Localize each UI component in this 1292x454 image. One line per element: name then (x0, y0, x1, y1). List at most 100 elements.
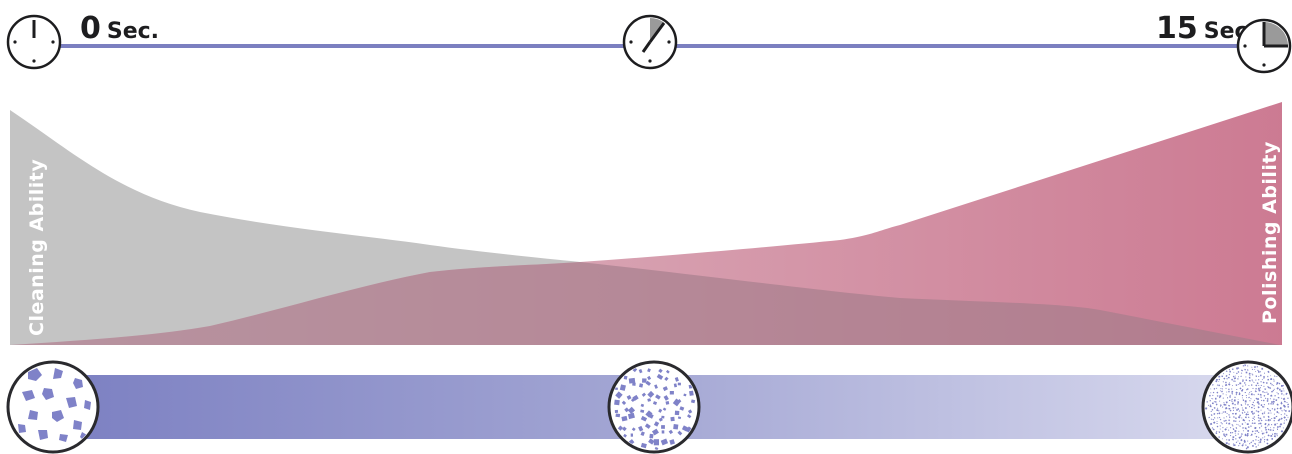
particle (614, 399, 620, 406)
particle (1231, 424, 1234, 426)
particle (1269, 398, 1271, 400)
particle (1222, 411, 1225, 413)
particle (1225, 422, 1228, 424)
particle (1263, 385, 1265, 387)
particle (1283, 405, 1287, 408)
particle (1269, 409, 1271, 412)
particle (1226, 391, 1228, 393)
particle (1278, 418, 1281, 421)
particle (1259, 438, 1262, 441)
particle (1264, 391, 1266, 394)
particle (1247, 411, 1249, 413)
particle (1234, 434, 1237, 437)
particle (1211, 408, 1214, 411)
particle (1263, 372, 1265, 374)
particle (690, 399, 696, 404)
particle (1240, 375, 1242, 378)
particle (1245, 396, 1248, 399)
particle (1231, 431, 1234, 434)
particle (1256, 429, 1259, 432)
particle (1273, 380, 1275, 382)
particle (1229, 416, 1231, 419)
particle (621, 400, 627, 406)
particle (638, 425, 644, 432)
particle (653, 421, 660, 427)
particle (1272, 400, 1275, 403)
particle (1251, 374, 1254, 376)
particle (1208, 416, 1210, 419)
particle (1216, 425, 1219, 428)
particle (1262, 381, 1265, 384)
particle (658, 368, 663, 374)
particle (1257, 369, 1259, 372)
particle (658, 417, 663, 422)
particle (1232, 428, 1235, 431)
particle (1222, 393, 1224, 395)
particle (1278, 425, 1282, 428)
particle (1239, 387, 1242, 390)
particle (1226, 416, 1228, 418)
particle (1213, 401, 1216, 403)
particle (1228, 388, 1230, 391)
particle (1247, 403, 1249, 406)
particle (1279, 423, 1283, 426)
particle (647, 398, 651, 402)
particle (1216, 384, 1219, 386)
particle (1273, 375, 1276, 377)
particle (1261, 405, 1265, 408)
particle (1275, 415, 1278, 418)
particle (1220, 387, 1222, 390)
particle (1248, 393, 1250, 395)
particle (1227, 376, 1230, 379)
particle (1246, 434, 1249, 437)
particle (654, 384, 658, 389)
particle (1254, 442, 1257, 445)
particle (1213, 417, 1216, 419)
coarse-particles-icon (6, 360, 100, 454)
particle (1205, 407, 1208, 410)
particle (1247, 365, 1249, 367)
particle (1247, 429, 1250, 432)
particle (1216, 387, 1218, 389)
particle (1267, 434, 1270, 437)
particle (622, 426, 627, 432)
particle (665, 369, 670, 374)
particle (1215, 380, 1218, 383)
particle (645, 380, 651, 386)
particle (1231, 398, 1233, 401)
particle (1231, 402, 1234, 405)
particle (1255, 435, 1258, 438)
particle (1222, 373, 1225, 375)
particle (1270, 394, 1273, 397)
particle (1284, 413, 1286, 415)
particle (1216, 422, 1218, 424)
particle (1224, 407, 1228, 410)
particle (1221, 390, 1223, 393)
polishing-ability-area (10, 102, 1282, 345)
particle (1248, 376, 1251, 379)
particle (1252, 444, 1254, 447)
cleaning-ability-area (10, 110, 580, 262)
particle (1245, 447, 1248, 450)
particle (1282, 384, 1285, 387)
particle (630, 398, 635, 403)
particle (1211, 402, 1214, 405)
particle (648, 413, 654, 419)
particle (1265, 419, 1267, 422)
particle (1242, 443, 1245, 445)
particle (1269, 429, 1272, 431)
particle (1257, 393, 1259, 395)
particle (1213, 413, 1216, 415)
particle (1235, 438, 1237, 440)
particle (1225, 387, 1227, 390)
medium-particles-icon (607, 360, 701, 454)
particle (1252, 401, 1254, 404)
particle (1253, 418, 1255, 421)
particle (1282, 388, 1284, 390)
particle (1283, 416, 1286, 419)
timeline: 0 Sec. 15 Sec. (6, 11, 1292, 74)
particle (1221, 375, 1224, 378)
particle (1254, 426, 1257, 430)
particle (1222, 385, 1224, 387)
particle (1236, 423, 1238, 426)
